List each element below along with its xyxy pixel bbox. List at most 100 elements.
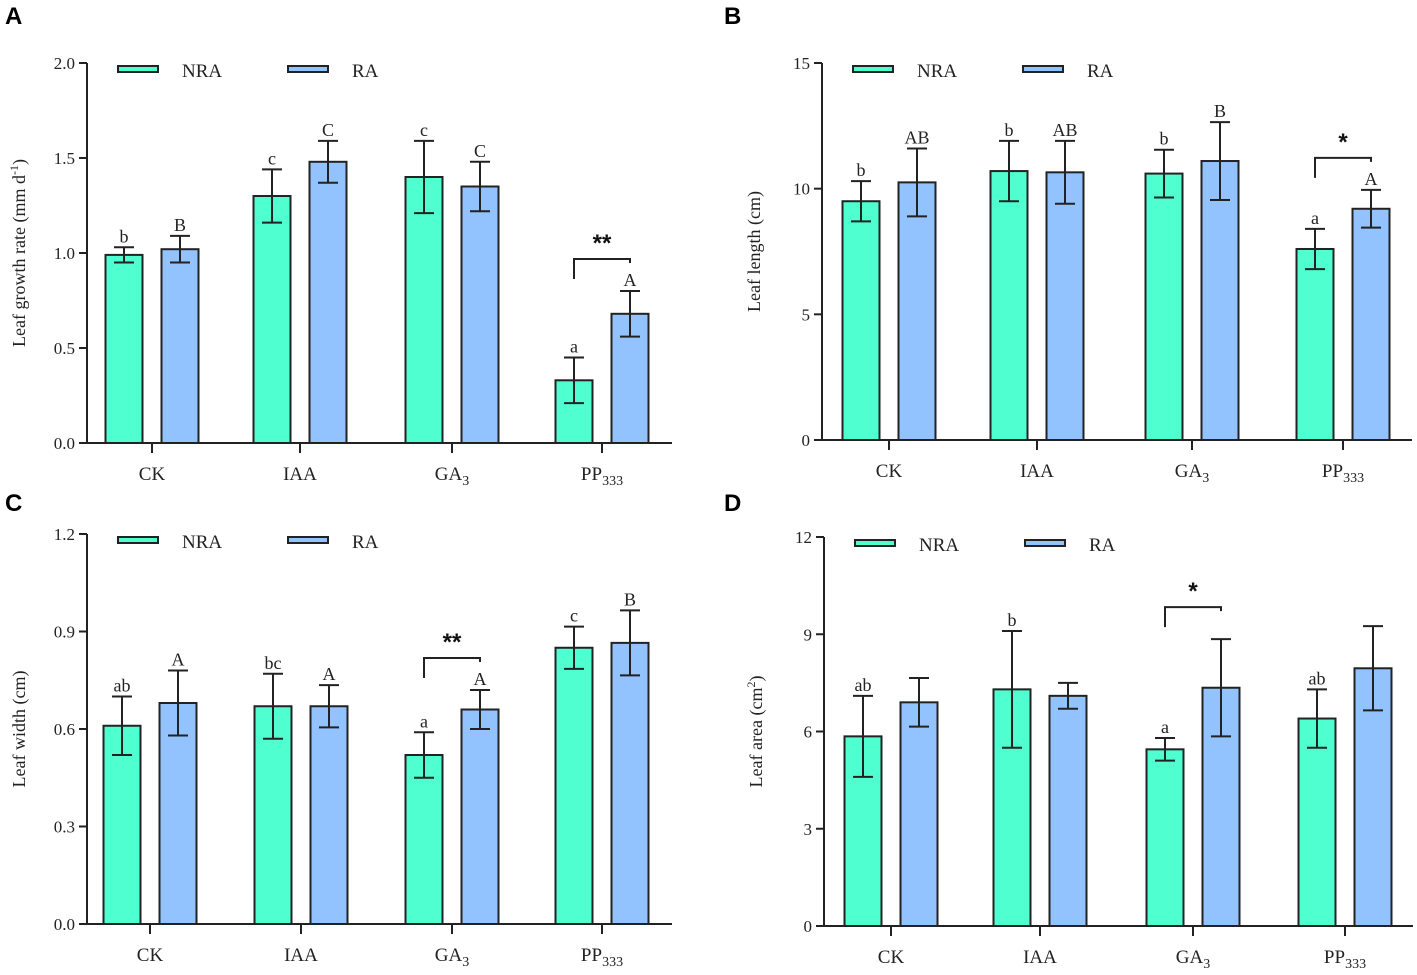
legend-swatch-nra — [854, 539, 896, 547]
bar-ra — [158, 702, 198, 925]
y-tick-label: 1.0 — [54, 244, 75, 263]
x-tick-label-sub: 3 — [1202, 471, 1209, 486]
bar-ra — [897, 181, 937, 441]
y-axis-label-tail: ) — [746, 676, 767, 682]
legend-label-ra: RA — [1089, 535, 1116, 556]
significance-letter: c — [570, 606, 578, 626]
bar-ra — [308, 160, 348, 445]
y-tick-label: 0.3 — [54, 818, 75, 837]
x-tick-label-sub: 333 — [1343, 471, 1364, 486]
x-tick-label-main: IAA — [1020, 461, 1054, 482]
y-axis-label: Leaf growth rate (mm d-1) — [7, 159, 30, 347]
panel-letter: C — [5, 490, 22, 517]
bar-ra — [610, 641, 650, 925]
y-tick-label: 15 — [793, 54, 810, 73]
significance-letter: B — [624, 589, 636, 609]
bar-nra — [102, 724, 142, 925]
y-axis-label: Leaf width (cm) — [9, 671, 30, 788]
x-tick-label-main: PP — [581, 464, 602, 485]
y-tick-label: 0.0 — [54, 915, 75, 934]
significance-letter: a — [1311, 208, 1319, 228]
bar-nra — [1145, 748, 1185, 927]
legend-swatch-nra — [117, 65, 159, 73]
x-tick-label: CK — [878, 947, 905, 968]
significance-letter: AB — [1052, 120, 1077, 140]
bar-nra — [992, 688, 1032, 927]
significance-mark: ** — [593, 230, 612, 257]
x-tick-label: PP333 — [1324, 947, 1366, 972]
significance-letter: AB — [904, 127, 929, 147]
significance-letter: ab — [114, 676, 131, 696]
significance-letter: b — [1160, 129, 1169, 149]
legend-swatch-ra — [1022, 65, 1064, 73]
x-tick-label: IAA — [1023, 947, 1057, 968]
significance-letter: bc — [265, 653, 282, 673]
x-tick-label-main: CK — [137, 945, 164, 966]
y-tick-label: 0.9 — [54, 623, 75, 642]
x-tick-label: GA3 — [1175, 461, 1209, 486]
y-axis-label-text: Leaf area (cm — [746, 688, 767, 788]
y-axis-label: Leaf area (cm2) — [744, 676, 767, 788]
bar-ra — [160, 248, 200, 444]
legend-label-nra: NRA — [919, 535, 959, 556]
y-tick-label: 1.5 — [54, 149, 75, 168]
x-tick-label: CK — [876, 461, 903, 482]
legend-swatch-ra — [287, 65, 329, 73]
x-tick-label-main: CK — [876, 461, 903, 482]
y-axis-label-sup: -1 — [7, 165, 21, 175]
x-tick-label: PP333 — [1322, 461, 1364, 486]
y-tick-label: 9 — [804, 625, 813, 644]
significance-mark: * — [1338, 129, 1348, 156]
bar-ra — [460, 708, 500, 925]
y-axis-label-tail: ) — [9, 159, 30, 165]
x-tick-label-main: GA — [1175, 461, 1203, 482]
x-tick-label: GA3 — [435, 945, 469, 970]
y-tick-label: 2.0 — [54, 54, 75, 73]
legend-label-ra: RA — [352, 532, 379, 553]
y-tick-label: 0 — [802, 431, 811, 450]
y-axis-label-sup: 2 — [744, 682, 758, 688]
x-tick-label: GA3 — [435, 464, 469, 489]
bar-ra — [1045, 171, 1085, 442]
bar-ra — [309, 705, 349, 925]
y-axis-label-text: Leaf length (cm) — [744, 191, 765, 312]
x-tick-label-sub: 333 — [602, 474, 623, 489]
significance-letter: B — [174, 215, 186, 235]
legend-swatch-nra — [852, 65, 894, 73]
significance-letter: A — [323, 664, 336, 684]
y-tick-label: 0.6 — [54, 720, 75, 739]
significance-letter: C — [322, 120, 334, 140]
significance-letter: b — [857, 160, 866, 180]
panel-letter: D — [724, 490, 741, 517]
y-axis-label: Leaf length (cm) — [744, 191, 765, 312]
x-tick-label-main: IAA — [1023, 947, 1057, 968]
y-tick-label: 6 — [804, 723, 813, 742]
y-axis-label-text: Leaf width (cm) — [9, 671, 30, 788]
significance-bracket — [1314, 156, 1372, 178]
panel-a: A 0.0 0.5 1.0 1.5 2.0 Leaf growth rate (mm d-1… — [5, 3, 672, 489]
panel-c: C 0.0 0.3 0.6 0.9 1.2 Leaf width (cm) CK IAA GA3 P… — [5, 490, 672, 970]
significance-letter: B — [1214, 101, 1226, 121]
significance-letter: A — [1365, 169, 1378, 189]
y-tick-label: 1.2 — [54, 525, 75, 544]
x-tick-label-main: IAA — [283, 464, 317, 485]
significance-letter: b — [1008, 610, 1017, 630]
significance-letter: a — [1161, 717, 1169, 737]
bar-nra — [1297, 717, 1337, 927]
legend-label-ra: RA — [352, 61, 379, 82]
x-tick-label-main: GA — [435, 464, 463, 485]
significance-letter: c — [268, 148, 276, 168]
significance-mark: ** — [443, 629, 462, 656]
y-tick-label: 12 — [795, 528, 812, 547]
significance-letter: A — [172, 650, 185, 670]
bar-ra — [460, 185, 500, 444]
y-tick-label: 0.0 — [54, 434, 75, 453]
bar-ra — [1048, 694, 1088, 928]
significance-letter: a — [420, 711, 428, 731]
bar-nra — [1295, 247, 1335, 441]
x-tick-label-main: CK — [878, 947, 905, 968]
y-tick-label: 5 — [802, 305, 811, 324]
bar-ra — [1351, 207, 1391, 441]
